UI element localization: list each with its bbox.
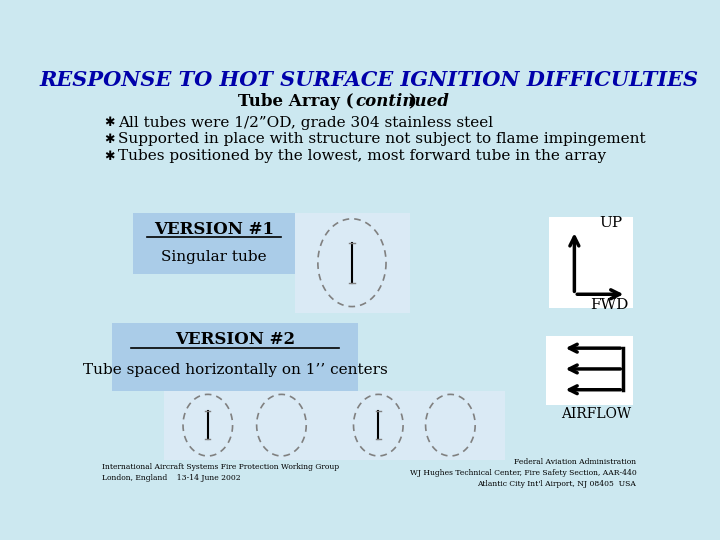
Text: VERSION #1: VERSION #1 (154, 221, 274, 238)
Text: FWD: FWD (590, 298, 629, 312)
Text: VERSION #2: VERSION #2 (175, 331, 295, 348)
FancyBboxPatch shape (112, 323, 358, 390)
Text: International Aircraft Systems Fire Protection Working Group
London, England    : International Aircraft Systems Fire Prot… (102, 463, 338, 482)
Text: continued: continued (356, 93, 450, 110)
FancyBboxPatch shape (549, 217, 632, 308)
FancyBboxPatch shape (132, 213, 295, 274)
Text: RESPONSE TO HOT SURFACE IGNITION DIFFICULTIES: RESPONSE TO HOT SURFACE IGNITION DIFFICU… (40, 70, 698, 90)
FancyBboxPatch shape (295, 213, 410, 313)
Text: Tube spaced horizontally on 1’’ centers: Tube spaced horizontally on 1’’ centers (83, 363, 387, 377)
Text: Singular tube: Singular tube (161, 249, 267, 264)
Text: Tubes positioned by the lowest, most forward tube in the array: Tubes positioned by the lowest, most for… (118, 150, 606, 164)
Text: ✱: ✱ (104, 150, 114, 163)
Text: Supported in place with structure not subject to flame impingement: Supported in place with structure not su… (118, 132, 646, 146)
Text: Tube Array (: Tube Array ( (238, 93, 354, 110)
Text: AIRFLOW: AIRFLOW (561, 407, 631, 421)
FancyBboxPatch shape (163, 390, 505, 460)
Text: UP: UP (599, 217, 622, 231)
Text: ✱: ✱ (104, 116, 114, 129)
Text: All tubes were 1/2”OD, grade 304 stainless steel: All tubes were 1/2”OD, grade 304 stainle… (118, 116, 493, 130)
Text: Federal Aviation Administration
WJ Hughes Technical Center, Fire Safety Section,: Federal Aviation Administration WJ Hughe… (410, 458, 636, 488)
FancyBboxPatch shape (546, 336, 632, 405)
Text: ✱: ✱ (104, 133, 114, 146)
Text: ): ) (408, 93, 415, 110)
